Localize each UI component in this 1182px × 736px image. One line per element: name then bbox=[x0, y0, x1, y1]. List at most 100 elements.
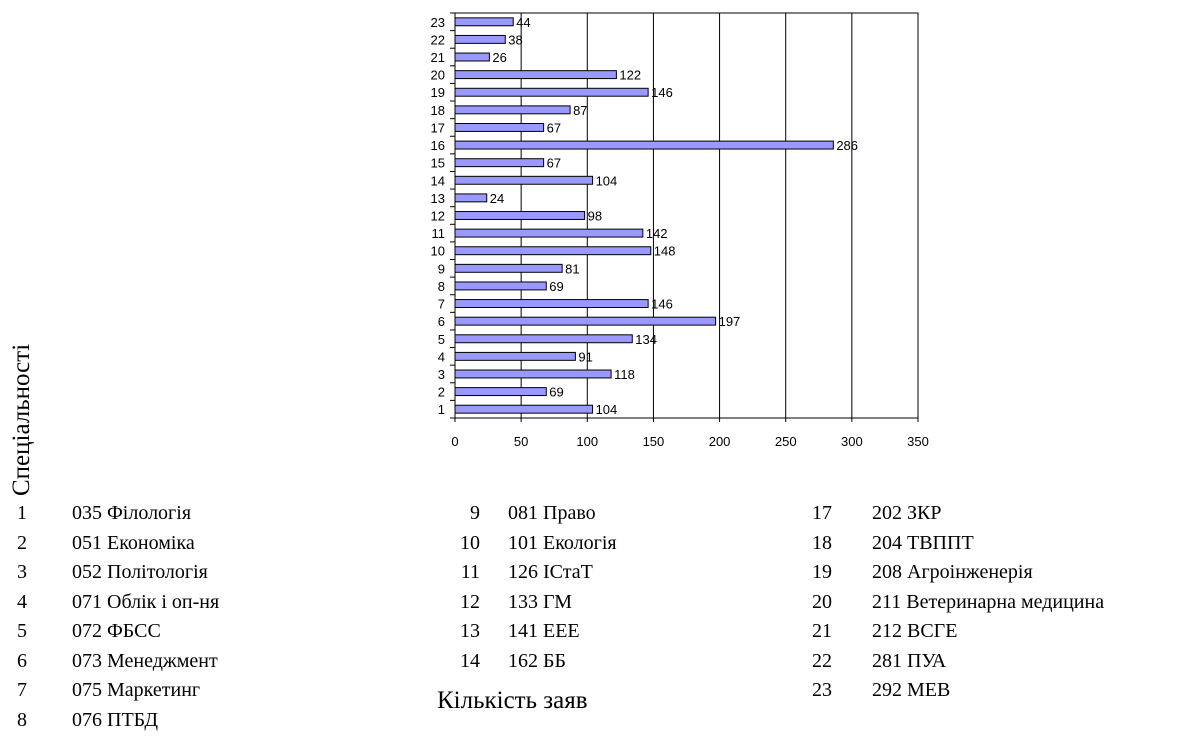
legend-item-label: 162 ББ bbox=[508, 649, 566, 672]
bar bbox=[454, 70, 617, 80]
legend-item-number: 23 bbox=[812, 679, 832, 701]
y-tick-label: 23 bbox=[431, 15, 445, 30]
legend-item-label: 073 Менеджмент bbox=[72, 649, 218, 672]
legend-column-3: 17 202 ЗКР 18 204 ТВППТ 19 208 Агроінженері… bbox=[790, 499, 1104, 706]
legend-item: 23 292 МЕВ bbox=[790, 676, 950, 706]
bar bbox=[454, 34, 506, 44]
data-label: 87 bbox=[573, 103, 587, 118]
legend-item: 19 208 Агроінженерія bbox=[790, 558, 1033, 588]
bar bbox=[454, 105, 571, 115]
y-tick-label: 8 bbox=[438, 279, 445, 294]
legend-item-number: 17 bbox=[812, 502, 832, 524]
y-tick-label: 1 bbox=[438, 402, 445, 417]
legend-item-label: 141 ЕЕЕ bbox=[508, 620, 580, 642]
y-tick-label: 9 bbox=[438, 261, 445, 276]
legend-item: 18 204 ТВППТ bbox=[790, 529, 974, 559]
data-label: 104 bbox=[596, 173, 618, 188]
data-label: 104 bbox=[596, 402, 618, 417]
data-label: 146 bbox=[651, 297, 673, 312]
legend-item-number: 21 bbox=[812, 620, 832, 642]
bar bbox=[454, 351, 576, 361]
legend-item: 6 073 Менеджмент bbox=[0, 647, 218, 677]
data-label: 98 bbox=[588, 209, 602, 224]
legend-item-label: 212 ВСГЕ bbox=[872, 620, 958, 642]
data-label: 67 bbox=[547, 156, 561, 171]
y-tick-label: 15 bbox=[431, 156, 445, 171]
data-label: 69 bbox=[549, 279, 563, 294]
bar bbox=[454, 281, 547, 291]
data-label: 118 bbox=[614, 367, 635, 382]
legend-item-number: 8 bbox=[17, 708, 27, 731]
data-label: 81 bbox=[565, 261, 579, 276]
legend-item-number: 6 bbox=[17, 649, 27, 672]
legend-item-number: 10 bbox=[460, 531, 480, 554]
legend-item-label: 204 ТВППТ bbox=[872, 531, 974, 554]
y-tick-label: 6 bbox=[438, 314, 445, 329]
bar bbox=[454, 158, 545, 168]
data-label: 44 bbox=[516, 15, 530, 30]
data-label: 148 bbox=[654, 244, 676, 259]
legend-item-label: 211 Ветеринарна медицина bbox=[872, 590, 1105, 613]
data-label: 26 bbox=[492, 50, 506, 65]
legend-item-number: 1 bbox=[17, 502, 27, 524]
y-tick-label: 2 bbox=[438, 385, 445, 400]
legend-item: 4 071 Облік і оп-ня bbox=[0, 588, 219, 618]
legend-item: 17 202 ЗКР bbox=[790, 499, 941, 529]
legend-item-number: 22 bbox=[812, 649, 832, 672]
bar bbox=[454, 52, 490, 62]
legend-item: 7 075 Маркетинг bbox=[0, 676, 200, 706]
data-label: 146 bbox=[651, 85, 673, 100]
bar bbox=[454, 404, 594, 414]
bar bbox=[454, 175, 594, 185]
bar bbox=[454, 369, 612, 379]
legend-item-number: 2 bbox=[17, 531, 27, 554]
x-tick-label: 50 bbox=[514, 434, 528, 449]
legend-column-1: 1 035 Філологія 2 051 Економіка 3 052 Політ… bbox=[0, 499, 219, 736]
bar bbox=[454, 193, 488, 203]
bar bbox=[454, 299, 649, 309]
legend-item: 2 051 Економіка bbox=[0, 529, 195, 559]
bar bbox=[454, 140, 834, 150]
x-tick-label: 150 bbox=[643, 434, 665, 449]
y-tick-label: 19 bbox=[431, 85, 445, 100]
data-label: 91 bbox=[578, 349, 592, 364]
y-tick-label: 18 bbox=[431, 103, 445, 118]
y-tick-label: 11 bbox=[432, 226, 446, 241]
x-tick-label: 0 bbox=[451, 434, 458, 449]
bar bbox=[454, 228, 644, 238]
y-tick-label: 17 bbox=[431, 120, 445, 135]
plot-area bbox=[454, 12, 919, 419]
legend-item: 11 126 ІСтаТ bbox=[430, 558, 593, 588]
legend-item-number: 7 bbox=[17, 679, 27, 701]
legend-item: 21 212 ВСГЕ bbox=[790, 617, 957, 647]
y-tick-label: 5 bbox=[438, 332, 445, 347]
legend-item-label: 051 Економіка bbox=[72, 531, 195, 554]
legend-item: 13 141 ЕЕЕ bbox=[430, 617, 580, 647]
legend-item-label: 133 ГМ bbox=[508, 590, 573, 613]
legend-item: 1 035 Філологія bbox=[0, 499, 191, 529]
y-tick-label: 14 bbox=[431, 173, 445, 188]
legend-item: 8 076 ПТБД bbox=[0, 706, 158, 736]
legend-item-number: 19 bbox=[812, 561, 832, 583]
legend-item: 22 281 ПУА bbox=[790, 647, 946, 677]
legend-item-label: 281 ПУА bbox=[872, 649, 947, 672]
x-tick-label: 200 bbox=[709, 434, 731, 449]
bar bbox=[454, 334, 633, 344]
bar bbox=[454, 17, 514, 27]
x-tick-label: 250 bbox=[775, 434, 797, 449]
legend-item: 14 162 ББ bbox=[430, 647, 566, 677]
bar bbox=[454, 122, 545, 132]
y-tick-label: 16 bbox=[431, 138, 445, 153]
x-tick-label: 350 bbox=[907, 434, 929, 449]
bar bbox=[454, 87, 649, 97]
x-tick-label: 100 bbox=[576, 434, 598, 449]
legend-item: 5 072 ФБСС bbox=[0, 617, 161, 647]
legend-item-label: 075 Маркетинг bbox=[72, 679, 201, 701]
data-label: 142 bbox=[646, 226, 668, 241]
y-axis-label: Спеціальності bbox=[8, 343, 35, 496]
legend-item-number: 18 bbox=[812, 531, 832, 554]
bar bbox=[454, 387, 547, 397]
legend-item-number: 13 bbox=[460, 620, 480, 642]
legend-item-label: 101 Екологія bbox=[508, 531, 617, 554]
